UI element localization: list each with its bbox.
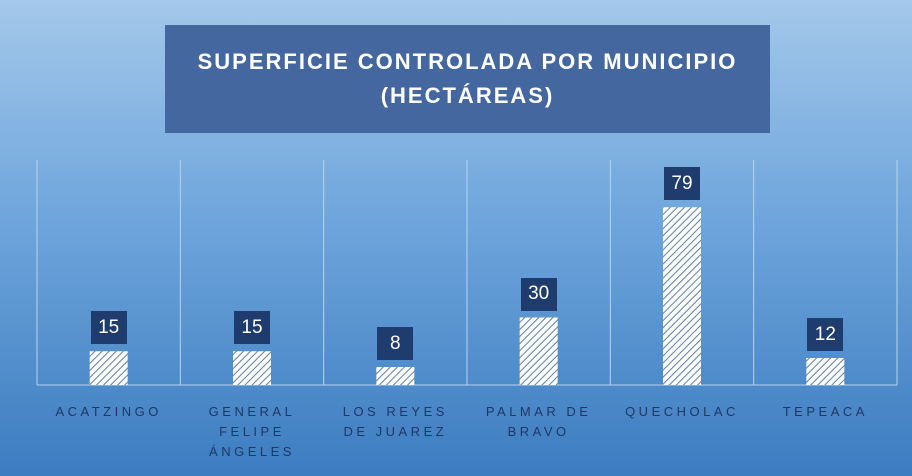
bar bbox=[806, 358, 845, 385]
data-label: 15 bbox=[90, 311, 127, 345]
x-tick-label: ACATZINGO bbox=[55, 404, 162, 419]
chart-title: SUPERFICIE CONTROLADA POR MUNICIPIO (HEC… bbox=[197, 49, 738, 108]
bar bbox=[663, 207, 701, 385]
x-tick-label: LOS REYES DE JUAREZ bbox=[342, 404, 448, 439]
bar bbox=[376, 367, 415, 385]
bar bbox=[233, 351, 271, 385]
x-tick-label: TEPEACA bbox=[782, 404, 868, 419]
data-label: 8 bbox=[377, 327, 414, 360]
data-label: 30 bbox=[520, 277, 557, 311]
data-label: 15 bbox=[234, 311, 270, 345]
x-tick-label: QUECHOLAC bbox=[625, 404, 739, 419]
x-tick-label: PALMAR DE BRAVO bbox=[485, 404, 592, 439]
x-tick-label: GENERAL FELIPE ÁNGELES bbox=[208, 404, 296, 459]
bar bbox=[89, 351, 128, 385]
title-box: SUPERFICIE CONTROLADA POR MUNICIPIO (HEC… bbox=[165, 25, 770, 133]
bar bbox=[519, 317, 558, 385]
data-label: 79 bbox=[664, 167, 700, 201]
data-label: 12 bbox=[807, 318, 844, 351]
